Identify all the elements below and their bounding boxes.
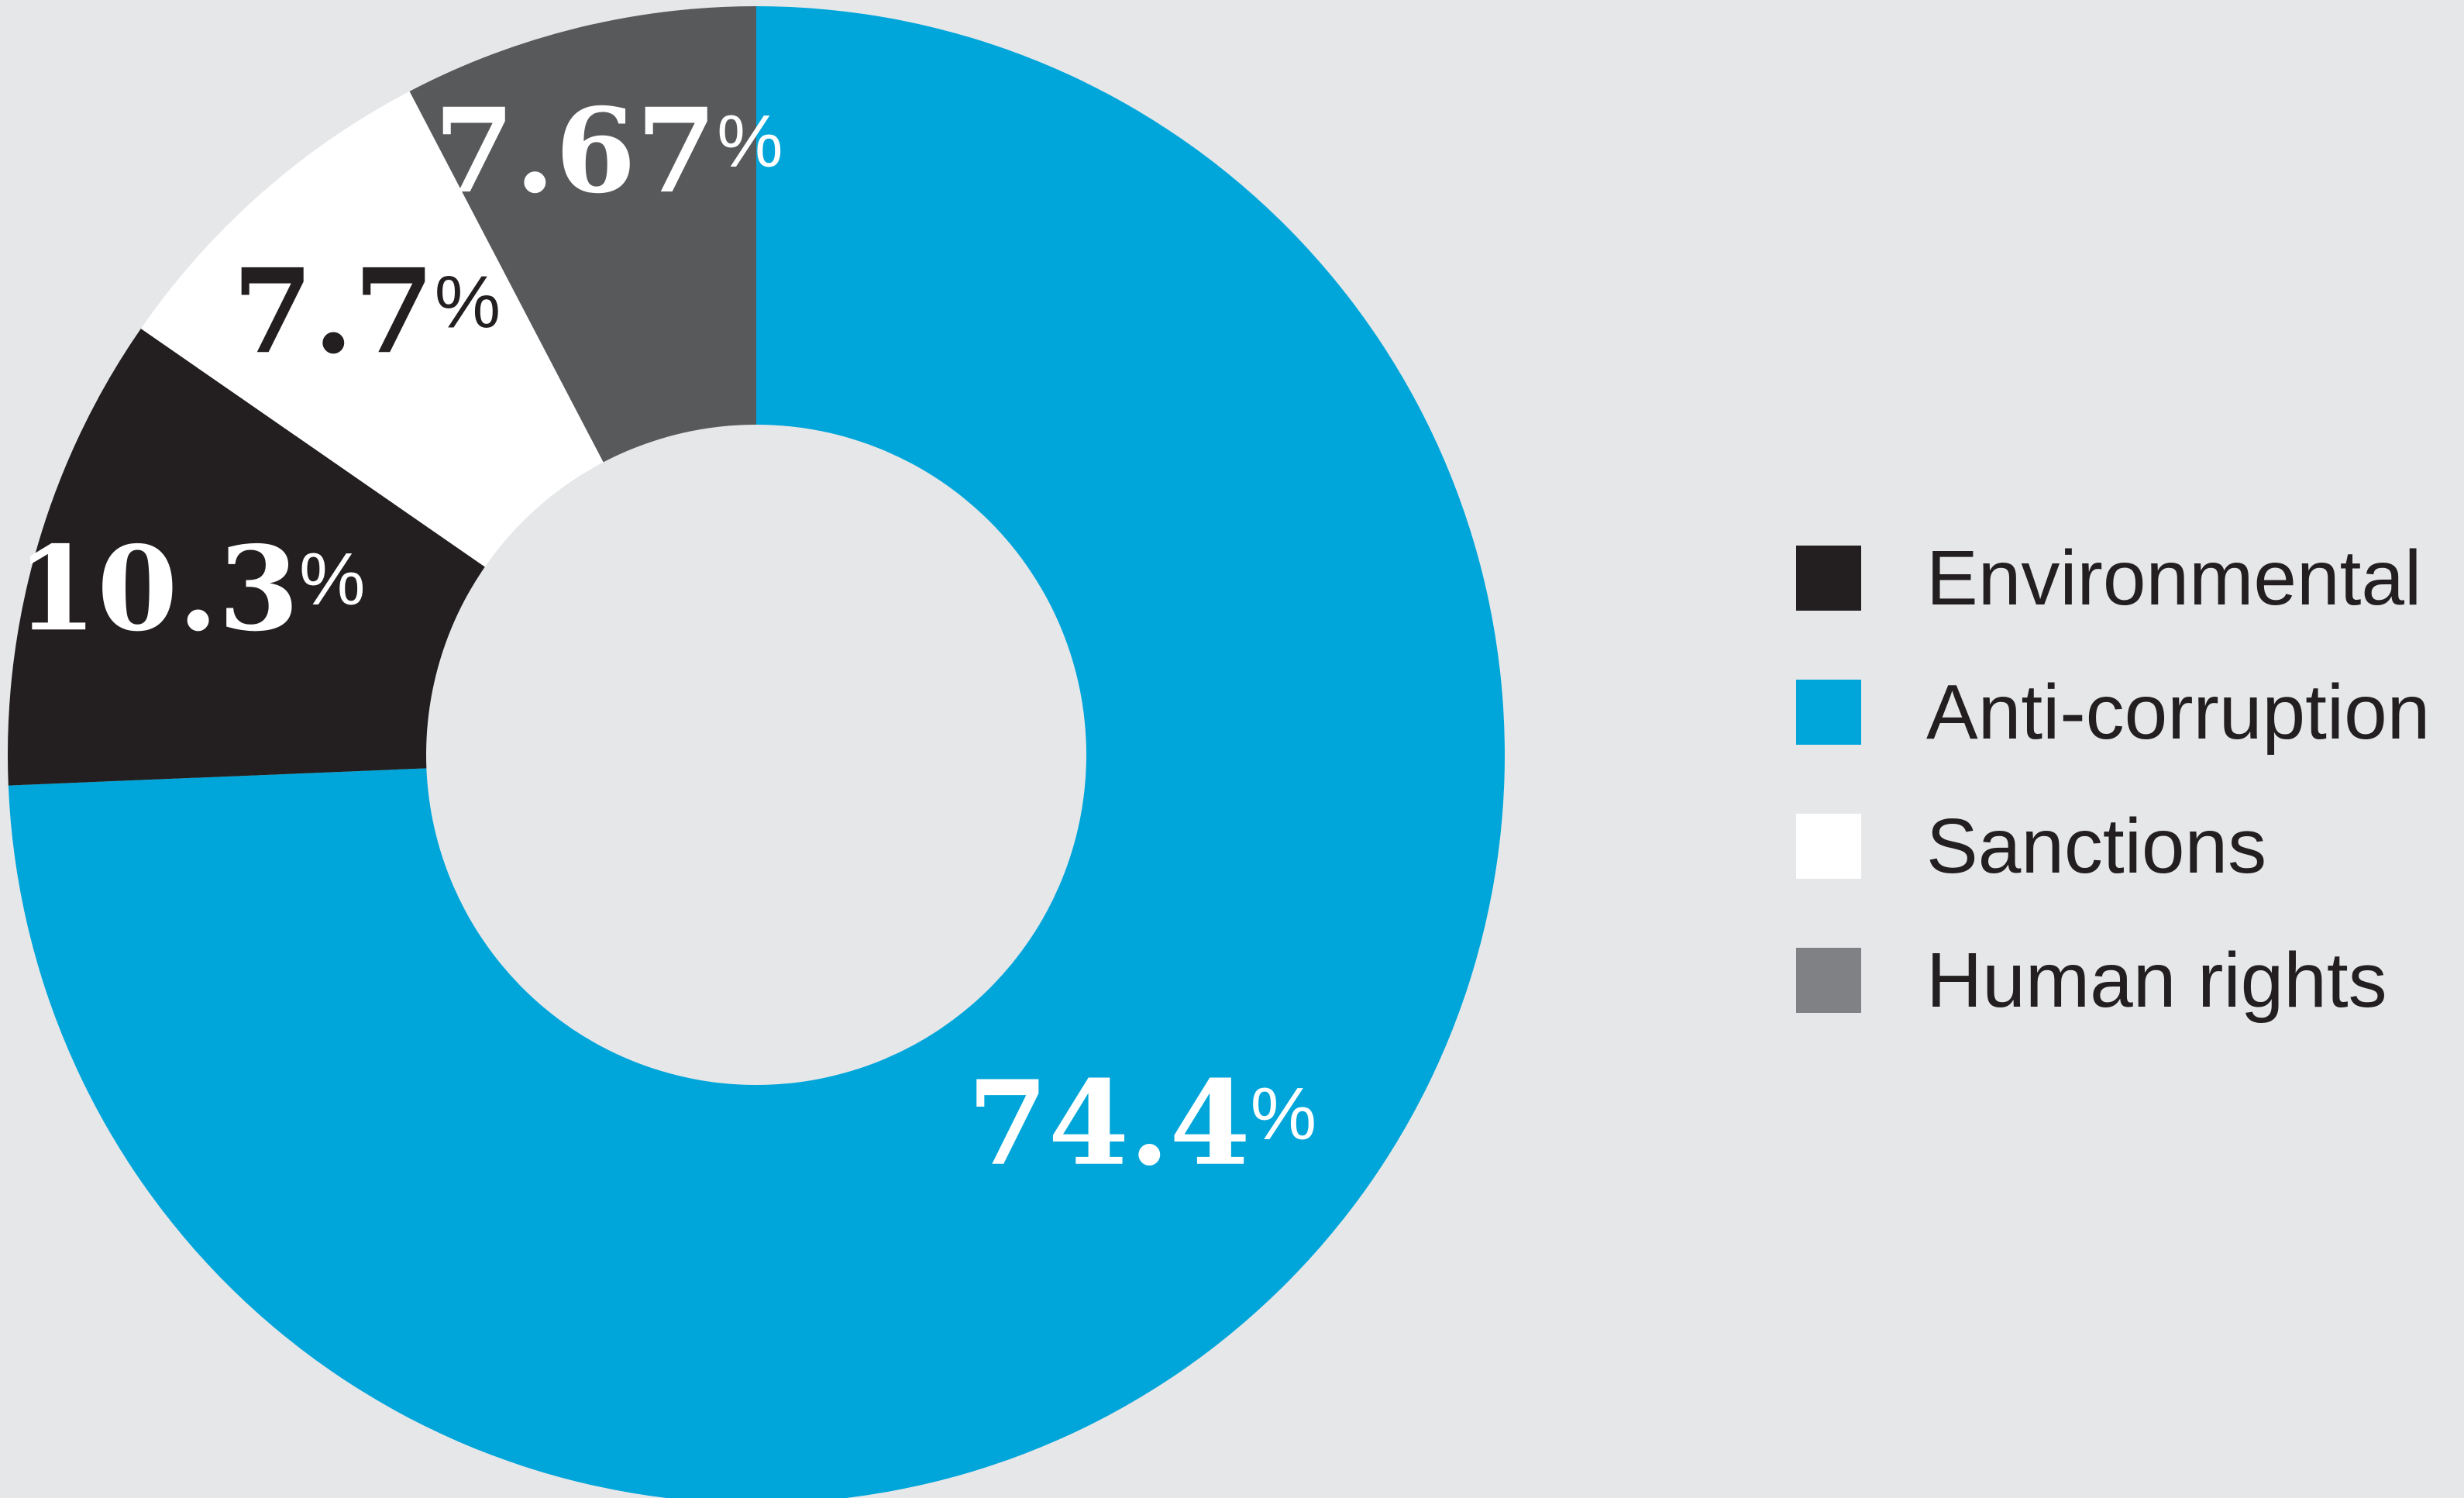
legend-item-anti-corruption: Anti-corruption bbox=[1796, 669, 2430, 756]
legend-swatch-environmental bbox=[1796, 546, 1861, 611]
legend-label-sanctions: Sanctions bbox=[1926, 803, 2266, 890]
data-label-human-rights: 7.67% bbox=[434, 83, 783, 219]
legend-label-environmental: Environmental bbox=[1926, 535, 2421, 622]
legend-swatch-anti-corruption bbox=[1796, 680, 1861, 745]
legend-swatch-human-rights bbox=[1796, 948, 1861, 1013]
legend-item-environmental: Environmental bbox=[1796, 535, 2421, 622]
donut-hole bbox=[426, 425, 1086, 1085]
legend-swatch-sanctions bbox=[1796, 814, 1861, 879]
data-label-environmental: 10.3% bbox=[16, 521, 366, 657]
data-label-anti-corruption: 74.4% bbox=[967, 1055, 1316, 1192]
legend-item-human-rights: Human rights bbox=[1796, 937, 2387, 1024]
legend-label-human-rights: Human rights bbox=[1926, 937, 2387, 1024]
legend-label-anti-corruption: Anti-corruption bbox=[1926, 669, 2430, 756]
chart-legend: Environmental Anti-corruption Sanctions Hum… bbox=[1796, 535, 2430, 1024]
chart-value-labels: 74.4% 10.3% 7.7% 7.67% bbox=[16, 83, 1316, 1192]
data-label-sanctions: 7.7% bbox=[232, 243, 501, 380]
legend-item-sanctions: Sanctions bbox=[1796, 803, 2266, 890]
